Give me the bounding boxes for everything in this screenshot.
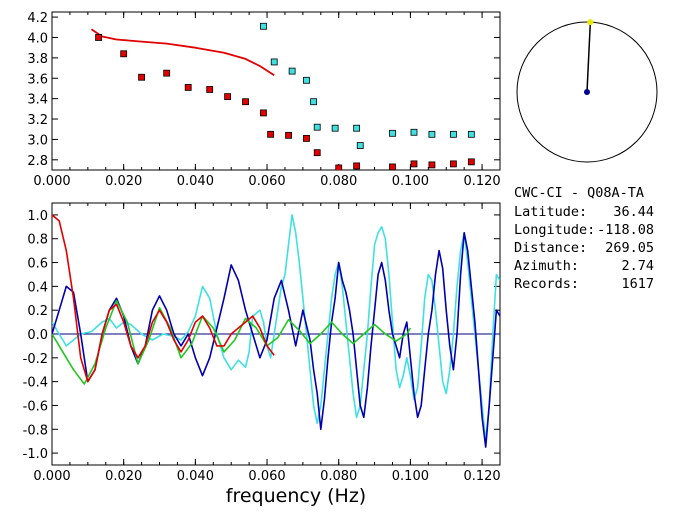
bottom-ytick-label: 0.8 — [27, 233, 48, 248]
info-longitude-label: Longitude: — [514, 222, 595, 238]
top-series-1-marker — [206, 86, 214, 93]
bottom-xtick-label: 0.020 — [105, 469, 142, 484]
top-ytick-label: 4.0 — [27, 31, 48, 46]
compass-circle — [516, 21, 658, 163]
top-series-2-marker — [260, 22, 267, 30]
bottom-ytick-label: -1.0 — [23, 447, 48, 462]
bottom-xtick-label: 0.040 — [177, 469, 214, 484]
bottom-series-2-line — [52, 299, 412, 385]
bottom-ytick-label: 0.4 — [27, 280, 48, 295]
top-xtick-label: 0.080 — [320, 174, 357, 189]
top-ytick-label: 3.2 — [27, 113, 48, 128]
bottom-ytick-label: 0.6 — [27, 257, 48, 272]
top-series-1-marker — [389, 163, 396, 170]
top-xtick-label: 0.000 — [33, 174, 70, 189]
top-plot: 0.000 0.020 0.040 0.060 0.080 0.100 0.120 2.8 3.… — [27, 11, 500, 189]
top-series-1-marker — [303, 134, 310, 142]
top-series-1-marker — [242, 98, 249, 106]
top-xtick-label: 0.120 — [463, 174, 500, 189]
info-records-label: Records: — [514, 276, 579, 292]
top-series-2-marker — [288, 67, 296, 75]
bottom-ytick-label: -0.8 — [23, 423, 48, 438]
bottom-ytick-label: 0.0 — [27, 328, 48, 343]
top-series-2-marker — [270, 58, 278, 66]
top-series-1-marker — [224, 93, 232, 101]
info-longitude-value: -118.08 — [597, 222, 654, 238]
info-latitude-label: Latitude: — [514, 204, 587, 220]
azimuth-marker — [587, 19, 594, 26]
top-series-1-marker — [260, 109, 267, 117]
bottom-series-1-line — [52, 232, 500, 448]
top-ytick-label: 3.0 — [27, 133, 48, 148]
bottom-xtick-label: 0.120 — [463, 469, 500, 484]
top-ytick-label: 4.2 — [27, 11, 48, 26]
top-xtick-label: 0.060 — [248, 174, 285, 189]
top-series-1-marker — [428, 161, 436, 169]
top-series-1-marker — [120, 50, 128, 58]
bottom-data-layer — [52, 214, 500, 448]
bottom-ytick-label: 0.2 — [27, 304, 48, 319]
top-series-1-marker — [313, 149, 321, 157]
top-series-2-marker — [356, 142, 364, 149]
top-xtick-label: 0.040 — [177, 174, 214, 189]
top-series-1-marker — [410, 160, 418, 168]
top-series-1-marker — [184, 84, 192, 91]
top-data-layer — [90, 22, 475, 170]
top-ytick-label: 3.4 — [27, 93, 48, 108]
top-series-2-marker — [353, 124, 361, 132]
top-xtick-label: 0.020 — [105, 174, 142, 189]
bottom-plot: 0.000 0.020 0.040 0.060 0.080 0.100 0.120 -1.0 -… — [23, 202, 501, 507]
top-series-1-marker — [95, 34, 102, 41]
bottom-xtick-label: 0.080 — [320, 469, 357, 484]
top-series-2-marker — [450, 130, 457, 138]
top-series-1-marker — [450, 160, 457, 168]
info-azimuth-label: Azimuth: — [514, 258, 579, 274]
bottom-series-0-line — [52, 214, 500, 442]
top-series-2-marker — [389, 129, 396, 137]
top-series-2-marker — [310, 98, 318, 106]
top-series-1-marker — [353, 162, 361, 170]
top-series-2-marker — [428, 130, 436, 138]
info-distance-value: 269.05 — [605, 240, 654, 256]
info-latitude-value: 36.44 — [613, 204, 654, 220]
bottom-ytick-label: 1.0 — [27, 209, 48, 224]
bottom-series-3-line — [52, 214, 275, 383]
info-azimuth-value: 2.74 — [621, 258, 654, 274]
top-plot-frame — [51, 11, 501, 171]
info-distance-label: Distance: — [514, 240, 587, 256]
top-series-1-marker — [467, 158, 475, 166]
bottom-ytick-label: -0.2 — [23, 352, 48, 367]
station-info-panel: CWC-CI - Q08A-TA Latitude: 36.44 Longitu… — [514, 185, 654, 292]
bottom-ytick-label: -0.4 — [23, 376, 48, 391]
top-ytick-label: 3.8 — [27, 52, 48, 67]
top-series-2-marker — [410, 128, 418, 136]
bottom-xtick-label: 0.000 — [33, 469, 70, 484]
station-title: CWC-CI - Q08A-TA — [514, 185, 644, 201]
top-series-1-marker — [267, 130, 275, 138]
bottom-xtick-label: 0.060 — [248, 469, 285, 484]
info-records-value: 1617 — [621, 276, 654, 292]
bottom-xtick-label: 0.100 — [392, 469, 429, 484]
top-ytick-label: 3.6 — [27, 72, 48, 87]
top-series-1-marker — [285, 131, 292, 139]
top-series-0-line — [90, 28, 275, 76]
top-series-2-marker — [331, 124, 339, 132]
azimuth-line — [586, 22, 592, 93]
bottom-x-axis-title: frequency (Hz) — [226, 485, 366, 507]
top-series-2-marker — [467, 130, 475, 138]
bottom-ytick-label: -0.6 — [23, 399, 48, 414]
top-series-1-marker — [335, 164, 343, 170]
compass-center — [584, 89, 590, 95]
top-series-2-marker — [313, 123, 321, 131]
top-series-2-marker — [303, 76, 310, 84]
top-series-1-marker — [163, 69, 171, 77]
top-xtick-label: 0.100 — [392, 174, 429, 189]
top-series-1-marker — [138, 73, 146, 81]
azimuth-compass — [516, 19, 658, 163]
top-ytick-label: 2.8 — [27, 154, 48, 169]
